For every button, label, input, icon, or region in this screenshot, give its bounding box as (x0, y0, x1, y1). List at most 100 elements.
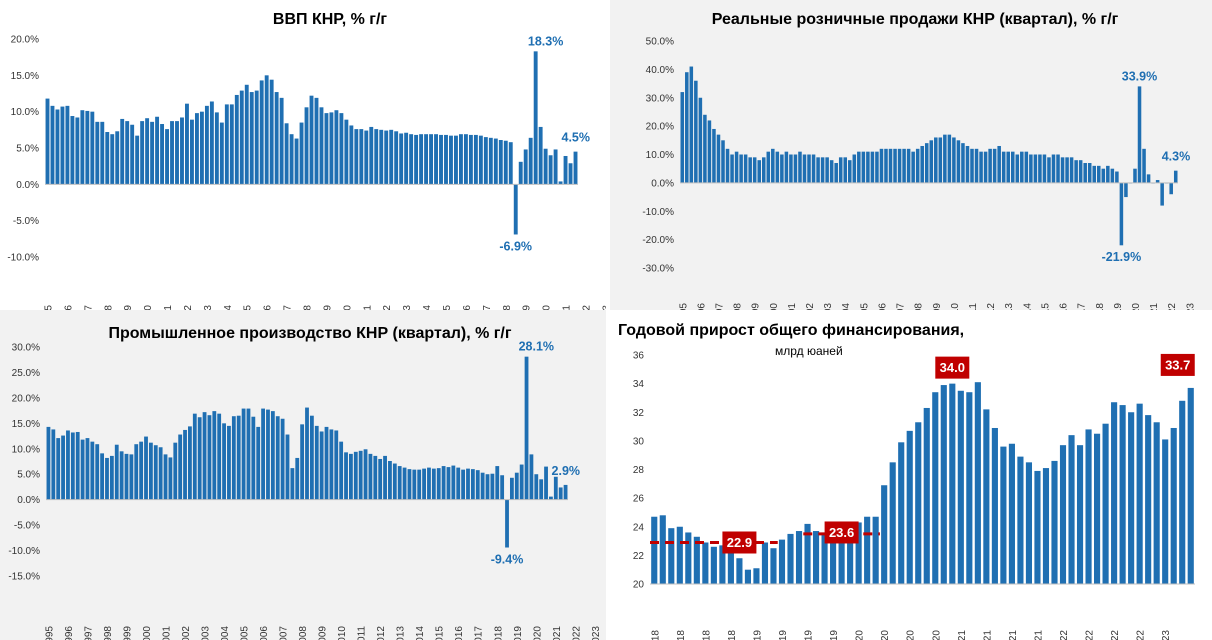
bar (449, 135, 453, 185)
x-tick-label: 10-2018 (727, 630, 738, 640)
x-tick-label: 01-2021 (957, 630, 968, 640)
bar (830, 535, 837, 584)
industrial-chart-panel: Промышленное производство КНР (квартал),… (0, 310, 606, 640)
data-label: 4.5% (562, 131, 591, 145)
bar (488, 137, 493, 185)
bar (289, 134, 294, 185)
data-label: -9.4% (491, 553, 524, 567)
x-tick-label: 2000 (769, 303, 780, 310)
bar (144, 436, 148, 500)
x-tick-label: 2021 (1149, 303, 1160, 310)
bar (309, 95, 314, 185)
bar (710, 546, 717, 584)
y-tick-label: -10.0% (7, 253, 39, 264)
bar (563, 484, 568, 500)
bar (339, 113, 344, 185)
bar (279, 97, 284, 185)
x-tick-label: 2003 (823, 303, 834, 310)
bar (259, 80, 264, 185)
x-tick-label: 03-2010 (342, 305, 353, 310)
value-badge-label: 22.9 (727, 535, 752, 550)
x-tick-label: 03-2023 (601, 305, 606, 310)
bar (778, 539, 786, 584)
bar (190, 119, 194, 185)
bar (771, 148, 775, 183)
bar (744, 569, 751, 584)
x-tick-label: 1997 (714, 303, 725, 310)
bar (539, 479, 544, 500)
bar (334, 110, 339, 185)
y-tick-label: 34 (633, 379, 645, 390)
bar (1160, 182, 1164, 206)
bar (923, 407, 930, 584)
x-tick-label: 1998 (733, 303, 744, 310)
bar (943, 134, 947, 183)
bar (1170, 427, 1177, 584)
data-label: -21.9% (1102, 250, 1142, 264)
bar (192, 413, 197, 500)
bar (739, 154, 743, 183)
bar (115, 131, 120, 185)
bar (934, 137, 938, 183)
bar (503, 140, 508, 185)
bar (793, 154, 798, 183)
x-tick-label: 03-2016 (454, 626, 465, 640)
bar (185, 103, 189, 185)
bar (1110, 168, 1115, 183)
bar (236, 415, 241, 500)
bar (119, 451, 124, 500)
bar (444, 134, 448, 185)
x-tick-label: 03-2006 (259, 626, 270, 640)
bar (553, 149, 558, 185)
x-tick-label: 03-2009 (318, 626, 329, 640)
x-tick-label: 03-2013 (402, 305, 413, 310)
y-tick-label: 26 (633, 494, 645, 505)
bar (716, 134, 721, 183)
bar (80, 110, 85, 185)
bar (1059, 445, 1067, 584)
x-tick-label: 2011 (968, 303, 979, 310)
bar (478, 135, 483, 185)
bar (264, 75, 269, 185)
bar (659, 515, 666, 584)
bar (150, 121, 155, 185)
x-tick-label: 10-2021 (1033, 630, 1044, 640)
x-tick-label: 01-2019 (752, 630, 763, 640)
bar (188, 426, 192, 500)
bar (194, 113, 199, 185)
bar (125, 121, 130, 185)
bar (1111, 402, 1118, 584)
bar (124, 453, 129, 500)
bar (725, 148, 730, 183)
y-tick-label: 40.0% (646, 65, 674, 76)
bar (974, 382, 981, 584)
x-tick-label: 03-1998 (103, 626, 114, 640)
bar (979, 151, 983, 183)
y-tick-label: -10.0% (8, 546, 40, 557)
bar (752, 157, 757, 183)
x-tick-label: 03-1996 (63, 305, 74, 310)
y-tick-label: 20.0% (646, 122, 674, 133)
y-tick-label: 50.0% (646, 37, 674, 48)
bar (373, 455, 378, 500)
bar (961, 143, 965, 183)
bar (736, 558, 743, 584)
x-tick-label: 2019 (1113, 303, 1124, 310)
bar (339, 441, 344, 500)
bar (1008, 443, 1015, 584)
x-tick-label: 03-2003 (203, 305, 214, 310)
bar (938, 137, 943, 183)
bar (1106, 165, 1110, 183)
bar (775, 151, 780, 183)
bar (514, 472, 519, 500)
bar (513, 184, 518, 235)
bar (319, 431, 324, 500)
bar (694, 80, 698, 183)
bar (199, 111, 204, 185)
bar (397, 466, 402, 500)
value-badge (722, 531, 757, 554)
bar (227, 425, 231, 500)
financing-chart-subtitle: млрд юаней (775, 344, 843, 358)
x-tick-label: 03-2013 (396, 626, 407, 640)
data-label: 18.3% (528, 34, 563, 48)
